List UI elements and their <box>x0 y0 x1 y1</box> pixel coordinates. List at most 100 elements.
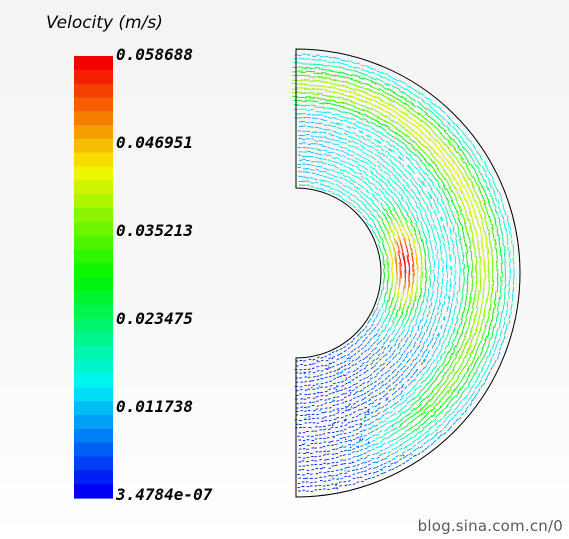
velocity-vector-group <box>432 160 473 356</box>
velocity-vector-point <box>361 438 364 440</box>
velocity-vector-group <box>367 320 372 331</box>
velocity-vector-group <box>435 232 471 395</box>
velocity-vector-group <box>330 119 426 377</box>
velocity-vector-group <box>328 95 491 330</box>
velocity-vector-group <box>299 358 330 447</box>
colorbar-band <box>74 263 113 278</box>
velocity-vector-group <box>343 158 505 443</box>
velocity-vector-group <box>367 390 430 463</box>
velocity-vector-group <box>366 418 371 421</box>
velocity-vector-group <box>378 417 382 420</box>
velocity-vector-group <box>428 333 431 338</box>
velocity-vector-point <box>327 365 330 367</box>
velocity-vector-group <box>415 223 418 228</box>
colorbar <box>74 56 113 499</box>
velocity-vector-group <box>385 102 392 107</box>
velocity-vector-group <box>394 142 460 425</box>
velocity-vector-group <box>480 213 483 221</box>
velocity-vector-group <box>330 70 427 287</box>
velocity-vector-group <box>398 315 410 418</box>
velocity-vector-group <box>460 199 465 206</box>
velocity-vector-group <box>366 360 379 413</box>
velocity-vector-group <box>392 223 397 231</box>
velocity-vector-group <box>425 276 468 296</box>
velocity-vector-group <box>494 221 497 227</box>
velocity-vector-group <box>339 347 346 456</box>
velocity-vector-group <box>349 100 473 341</box>
velocity-vector-group <box>487 247 490 254</box>
velocity-vector-group <box>347 117 475 389</box>
velocity-vector-group <box>384 72 389 76</box>
velocity-vector-group <box>399 210 501 418</box>
velocity-vector-group <box>388 388 392 392</box>
velocity-vector-group <box>374 81 501 302</box>
velocity-vector-group <box>417 353 420 357</box>
velocity-vector-group <box>474 197 482 258</box>
velocity-vector-group <box>295 394 323 482</box>
velocity-vector-group <box>399 357 484 426</box>
velocity-vector-group <box>368 332 372 336</box>
velocity-vector-group <box>425 240 428 246</box>
velocity-vector-group <box>318 141 471 401</box>
velocity-vector-group <box>354 404 360 422</box>
velocity-vector-group <box>335 161 514 294</box>
velocity-vector-group <box>356 338 397 372</box>
velocity-vector-group <box>330 166 340 180</box>
colorbar-band <box>74 373 113 389</box>
velocity-vector-group <box>423 332 426 336</box>
velocity-vector-group <box>423 377 428 382</box>
velocity-vector-group <box>466 229 469 236</box>
velocity-vector-group <box>302 474 313 487</box>
velocity-vector-group <box>393 349 413 367</box>
velocity-vector-group <box>298 159 500 360</box>
velocity-vector-group <box>309 143 379 446</box>
velocity-vector-group <box>425 199 454 369</box>
velocity-vector-point <box>400 444 402 446</box>
velocity-vector-group <box>498 234 500 240</box>
velocity-vector-group <box>384 374 391 380</box>
velocity-vector-group <box>464 161 469 167</box>
velocity-vector-group <box>369 94 377 99</box>
velocity-vector-group <box>318 63 492 440</box>
velocity-vector-group <box>363 397 367 400</box>
velocity-vector-group <box>314 67 320 69</box>
velocity-vector-group <box>355 445 359 448</box>
velocity-vector-group <box>441 140 476 192</box>
velocity-vector-group <box>381 206 386 212</box>
velocity-vector-point <box>359 425 362 427</box>
velocity-vector-group <box>373 380 377 384</box>
velocity-vector-group <box>299 402 326 464</box>
velocity-vector-group <box>423 110 428 115</box>
velocity-vector-group <box>299 381 330 455</box>
colorbar-band <box>74 69 113 85</box>
velocity-vector-group <box>401 252 405 262</box>
velocity-vector-group <box>306 180 447 332</box>
colorbar-labels: 0.058688 0.046951 0.035213 0.023475 0.011738… <box>115 45 213 504</box>
velocity-vector-group <box>419 388 461 423</box>
velocity-vector-group <box>394 187 491 421</box>
velocity-vector-group <box>465 312 468 319</box>
velocity-vector-group <box>394 256 397 265</box>
velocity-vector-group <box>302 58 514 427</box>
velocity-vector-group <box>351 137 453 313</box>
velocity-vector-group <box>422 302 449 317</box>
velocity-vector-group <box>356 88 450 246</box>
velocity-vector-group <box>381 108 446 152</box>
velocity-vector-group <box>318 75 325 78</box>
velocity-vector-group <box>323 60 358 189</box>
velocity-vector-point <box>341 422 344 424</box>
velocity-vector-group <box>362 377 366 380</box>
velocity-vector-group <box>298 126 380 455</box>
velocity-vector-group <box>376 338 468 413</box>
velocity-vector-group <box>479 351 483 357</box>
velocity-vector-group <box>377 402 381 406</box>
velocity-vector-group <box>416 105 422 110</box>
velocity-vector-group <box>325 394 329 397</box>
velocity-vector-group <box>367 340 370 345</box>
velocity-vector-group <box>352 66 461 281</box>
velocity-vector-group <box>375 351 410 382</box>
velocity-vector-group <box>363 82 369 86</box>
velocity-vector-group <box>326 64 425 234</box>
velocity-vector-group <box>347 65 512 296</box>
velocity-vector-group <box>381 406 385 409</box>
